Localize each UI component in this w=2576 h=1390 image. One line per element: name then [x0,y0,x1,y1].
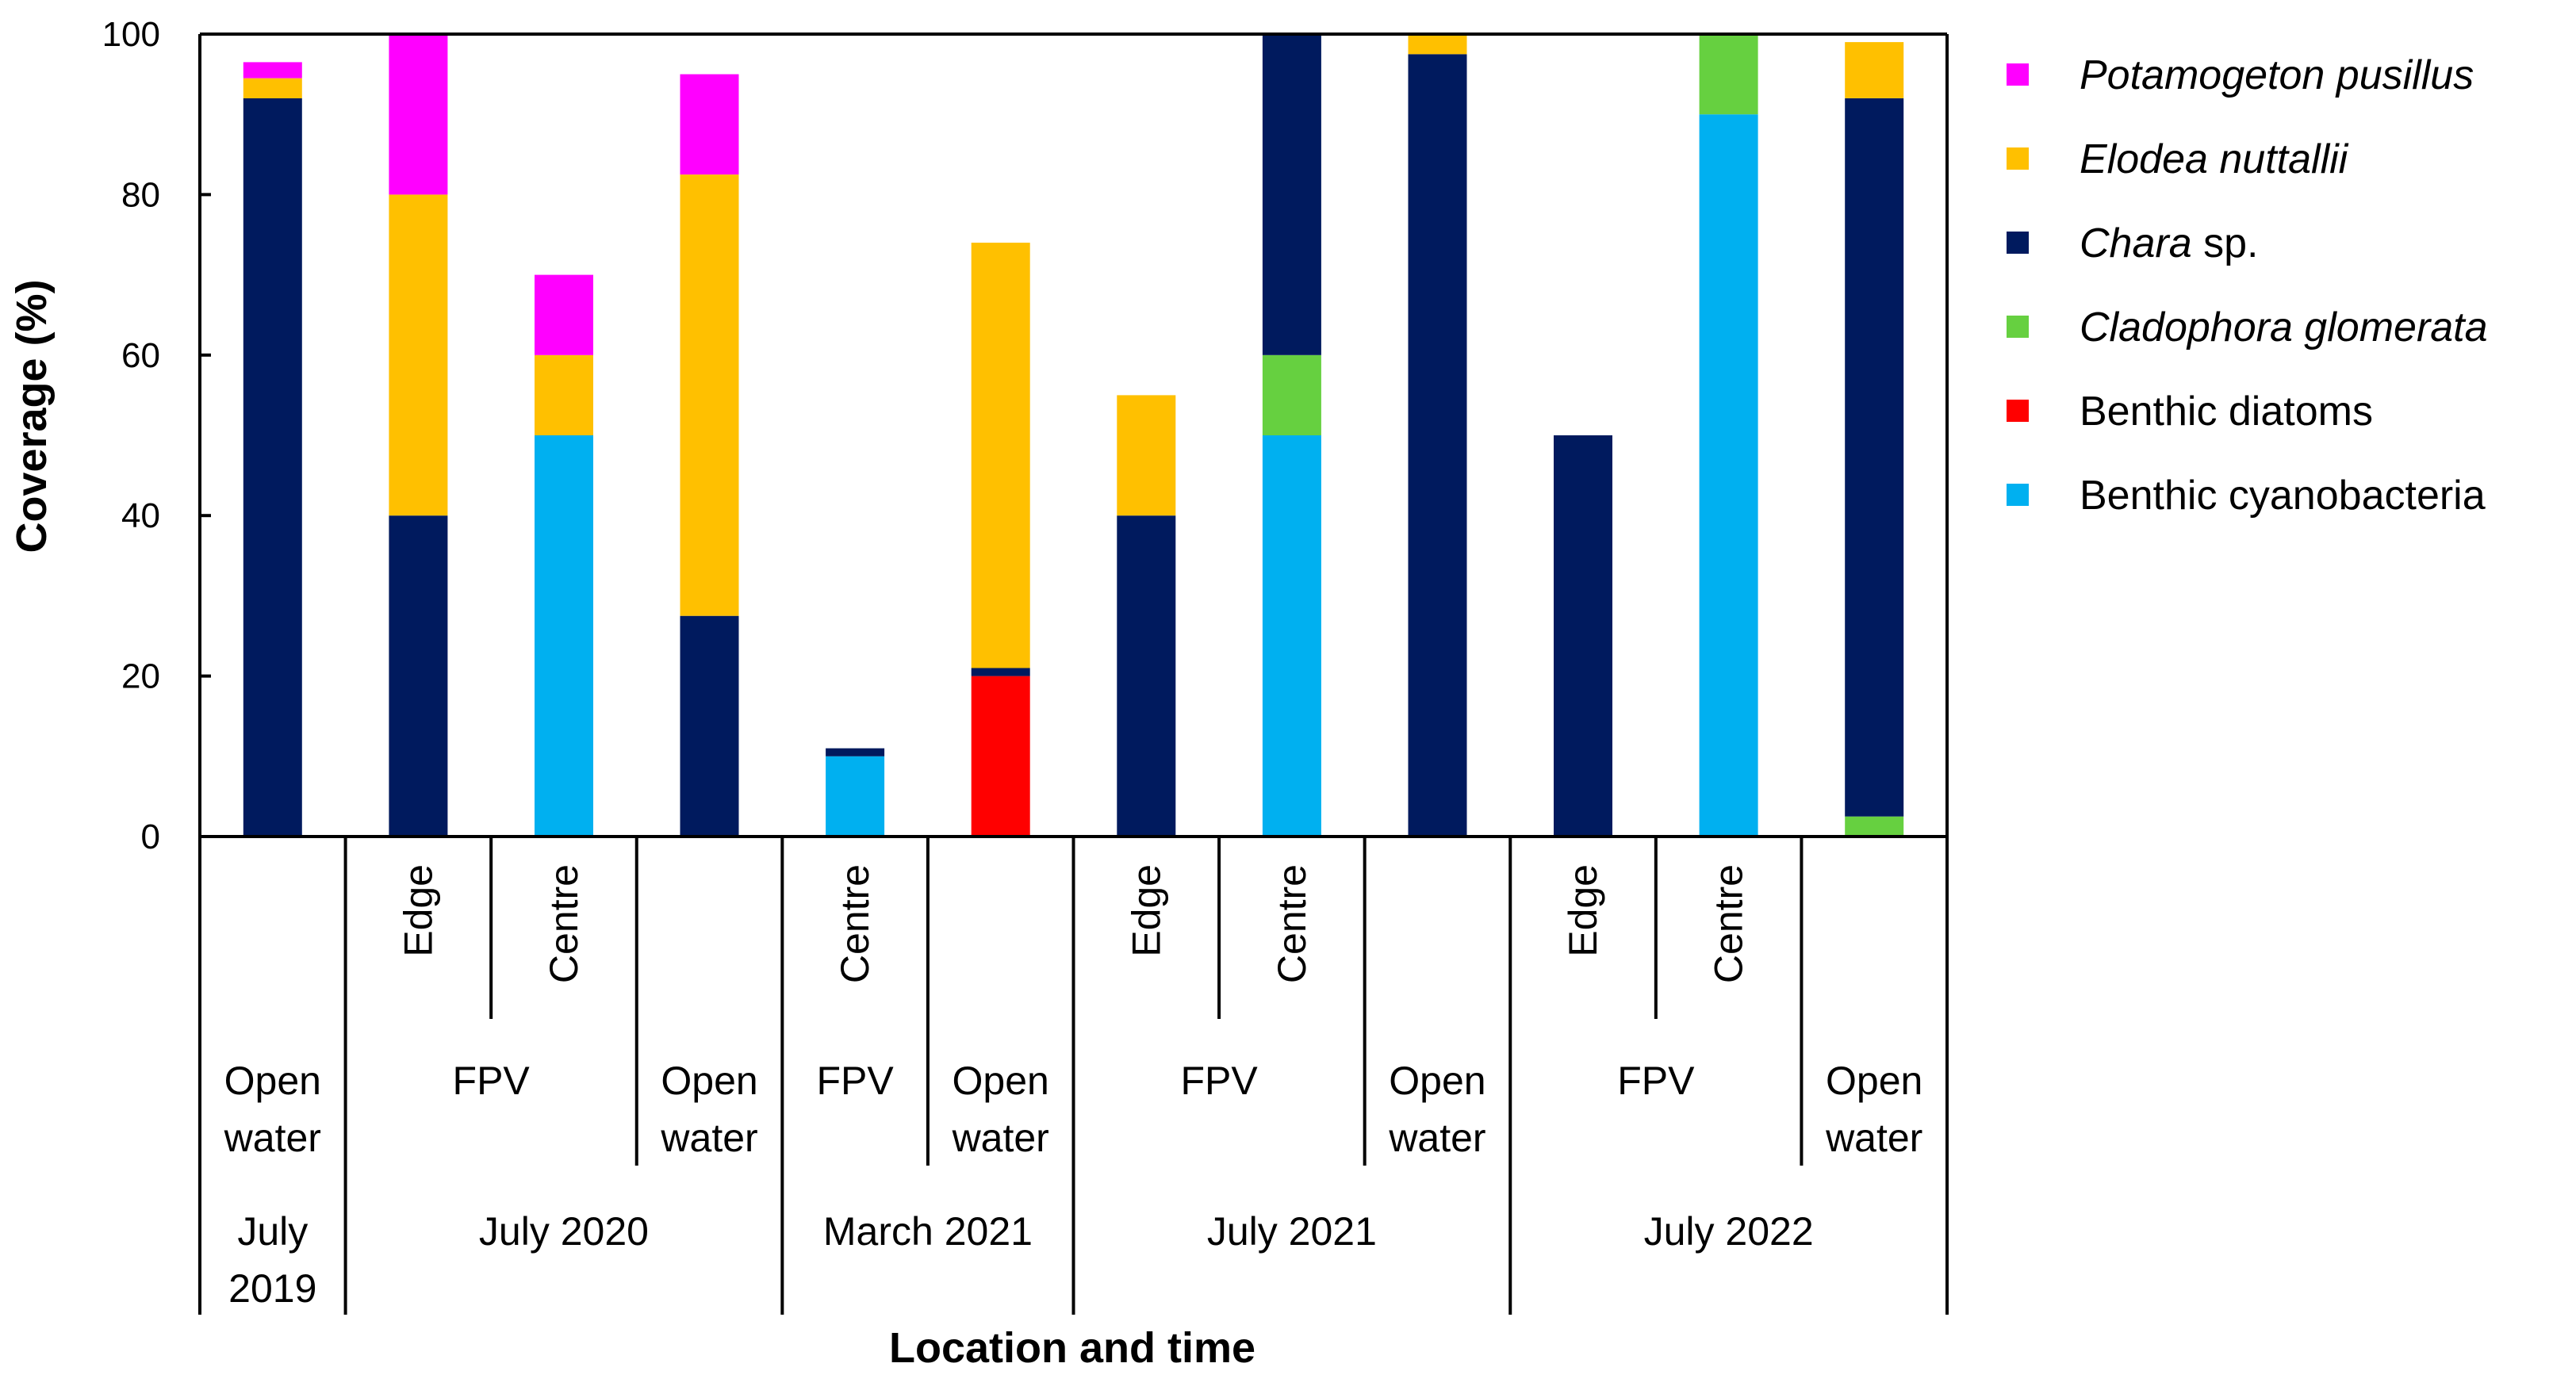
bar-segment [243,78,302,98]
sub-category-label: Edge [1561,864,1605,957]
bar-segment [1845,816,1904,837]
bar-segment [826,748,885,756]
y-tick-label: 80 [121,175,160,214]
legend-label: Elodea nuttallii [2080,136,2349,182]
y-tick-label: 0 [141,818,160,856]
bar-segment [1117,515,1176,837]
time-label: July 2022 [1644,1209,1814,1254]
location-label: Open [953,1059,1049,1103]
bar-segment [1408,54,1467,837]
location-label: water [1825,1116,1922,1160]
location-label: water [224,1116,321,1160]
legend: Potamogeton pusillus Elodea nuttallii Char… [2007,52,2488,519]
bar-segment [1262,34,1321,355]
bar-segment [1408,34,1467,55]
legend-swatch [2007,147,2029,170]
bar-segment [826,756,885,837]
legend-label: Chara sp. [2080,220,2258,266]
bar-segment [1699,114,1758,837]
x-axis-title: Location and time [889,1324,1255,1372]
time-label: July [237,1209,308,1254]
legend-swatch [2007,63,2029,86]
location-label: water [1388,1116,1485,1160]
sub-category-label: Centre [542,864,586,983]
location-label: water [952,1116,1049,1160]
location-label: FPV [1180,1059,1258,1103]
bar-segment [1262,435,1321,837]
y-tick-label: 100 [102,15,160,54]
location-label: Open [661,1059,757,1103]
bar-segment [1554,435,1612,837]
bar-segment [680,74,739,175]
x-category-labels: Edge Centre Centre Edge Centre Edge Centre Open… [198,837,1949,1315]
legend-swatch [2007,232,2029,254]
bar-segment [1845,42,1904,98]
time-label: March 2021 [823,1209,1033,1254]
bar-segment [535,354,593,435]
bar-segment [243,98,302,837]
time-label: July 2020 [479,1209,649,1254]
legend-swatch [2007,400,2029,422]
sub-category-label: Centre [1270,864,1314,983]
location-label: FPV [1617,1059,1695,1103]
sub-category-label: Centre [833,864,877,983]
y-axis-title: Coverage (%) [8,279,56,553]
bar-segment [535,274,593,355]
bar-segment [389,34,448,195]
bar-segment [971,243,1030,668]
location-label: water [660,1116,757,1160]
bar-segment [1262,354,1321,435]
bars-layer [243,34,1904,837]
location-label: FPV [817,1059,895,1103]
sub-category-label: Edge [1124,864,1168,957]
legend-label: Benthic diatoms [2080,389,2373,435]
bar-segment [243,62,302,78]
legend-swatch [2007,484,2029,506]
time-label: July 2021 [1207,1209,1377,1254]
location-label: Open [1389,1059,1485,1103]
bar-segment [535,435,593,837]
bar-segment [680,174,739,616]
bar-segment [971,668,1030,676]
legend-label: Cladophora glomerata [2080,304,2488,350]
location-label: Open [1826,1059,1922,1103]
bar-segment [971,676,1030,837]
bar-segment [1117,395,1176,516]
bar-segment [1845,98,1904,817]
bar-segment [389,194,448,516]
sub-category-label: Centre [1707,864,1751,983]
y-tick-label: 40 [121,496,160,535]
y-tick-label: 20 [121,657,160,696]
legend-swatch [2007,316,2029,338]
bar-segment [389,515,448,837]
legend-label: Benthic cyanobacteria [2080,473,2486,519]
y-tick-label: 60 [121,336,160,375]
sub-category-label: Edge [396,864,440,957]
location-label: Open [224,1059,321,1103]
bar-segment [680,615,739,837]
legend-label: Potamogeton pusillus [2080,52,2474,98]
location-label: FPV [453,1059,531,1103]
time-label: 2019 [228,1266,316,1311]
bar-segment [1699,34,1758,115]
